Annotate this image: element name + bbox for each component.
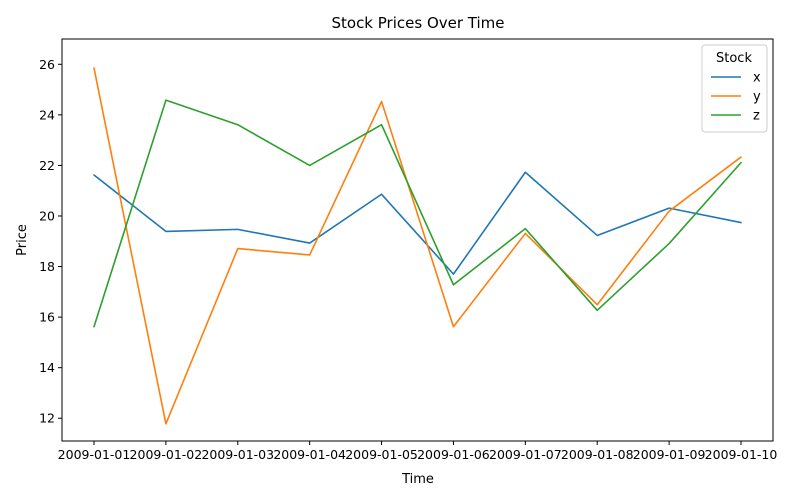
y-tick-label: 24	[39, 107, 55, 122]
x-tick-label: 2009-01-05	[345, 447, 418, 462]
x-tick-label: 2009-01-07	[489, 447, 562, 462]
plot-frame	[61, 38, 774, 442]
legend-title: Stock	[716, 51, 752, 66]
x-tick-label: 2009-01-08	[561, 447, 634, 462]
chart-title: Stock Prices Over Time	[331, 14, 504, 32]
y-tick-label: 14	[39, 360, 55, 375]
series-line-z	[93, 99, 742, 328]
x-tick-label: 2009-01-09	[633, 447, 706, 462]
legend-label-y: y	[753, 90, 761, 105]
y-tick-label: 26	[39, 57, 55, 72]
y-axis-label: Price	[15, 224, 30, 256]
x-tick-label: 2009-01-10	[705, 447, 778, 462]
legend-entries: xyz	[711, 71, 761, 124]
legend-box	[701, 44, 768, 133]
x-tick-label: 2009-01-04	[273, 447, 346, 462]
series-line-y	[93, 67, 742, 425]
legend-label-x: x	[753, 71, 761, 86]
series-line-x	[93, 171, 742, 275]
series-layer	[93, 67, 742, 425]
y-tick-label: 12	[39, 411, 55, 426]
x-tick-label: 2009-01-03	[201, 447, 274, 462]
y-tick-label: 22	[39, 158, 55, 173]
y-axis: 12 14 16 18 20 22 24 26	[39, 57, 62, 426]
legend: Stock xyz	[701, 44, 768, 133]
x-tick-label: 2009-01-01	[58, 447, 131, 462]
x-axis-label: Time	[401, 472, 434, 487]
y-tick-label: 16	[39, 310, 55, 325]
x-axis: 2009-01-01 2009-01-02 2009-01-03 2009-01-04…	[58, 441, 778, 462]
x-tick-label: 2009-01-02	[130, 447, 203, 462]
y-tick-label: 18	[39, 259, 55, 274]
x-tick-label: 2009-01-06	[417, 447, 490, 462]
legend-label-z: z	[753, 109, 760, 124]
y-tick-label: 20	[39, 208, 55, 223]
